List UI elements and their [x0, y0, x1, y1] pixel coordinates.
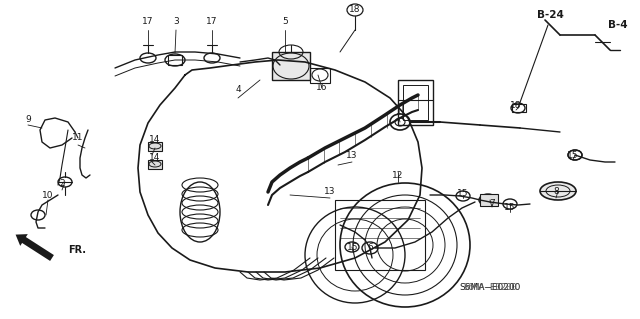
Text: 13: 13	[346, 151, 358, 160]
Text: 14: 14	[149, 153, 161, 162]
Text: 17: 17	[142, 18, 154, 26]
Text: B-4: B-4	[608, 20, 628, 30]
Bar	[148, 142, 162, 151]
Text: 18: 18	[510, 100, 522, 109]
Text: S6MA−E0200: S6MA−E0200	[463, 284, 517, 293]
Text: 3: 3	[173, 18, 179, 26]
Bar	[148, 160, 162, 169]
Text: 9: 9	[25, 115, 31, 124]
Bar	[168, 55, 182, 65]
Text: S6MA−E0200: S6MA−E0200	[460, 284, 521, 293]
Text: 15: 15	[348, 242, 359, 251]
Text: 15: 15	[567, 151, 579, 160]
Text: 15: 15	[457, 189, 468, 197]
Bar	[310, 68, 330, 83]
Ellipse shape	[540, 182, 576, 200]
Text: 17: 17	[206, 18, 218, 26]
Text: 14: 14	[149, 136, 161, 145]
Text: 12: 12	[392, 170, 404, 180]
Text: 10: 10	[42, 190, 54, 199]
Bar	[512, 104, 526, 112]
Text: 5: 5	[282, 18, 288, 26]
Bar	[335, 200, 425, 270]
Text: B-24: B-24	[536, 10, 563, 20]
Text: 1: 1	[396, 108, 402, 116]
Text: 15: 15	[504, 204, 516, 212]
Text: 18: 18	[349, 5, 361, 14]
Text: 16: 16	[316, 84, 328, 93]
Text: FR.: FR.	[68, 245, 86, 255]
FancyArrow shape	[15, 234, 54, 261]
Bar	[480, 194, 498, 206]
Text: 4: 4	[235, 85, 241, 94]
Text: 6: 6	[367, 242, 373, 251]
Text: 2: 2	[59, 179, 65, 188]
Text: 13: 13	[324, 188, 336, 197]
Text: 8: 8	[553, 188, 559, 197]
Bar	[403, 85, 428, 120]
Text: 11: 11	[72, 133, 84, 143]
Text: 7: 7	[489, 198, 495, 207]
Bar	[272, 52, 310, 80]
Bar	[398, 80, 433, 125]
